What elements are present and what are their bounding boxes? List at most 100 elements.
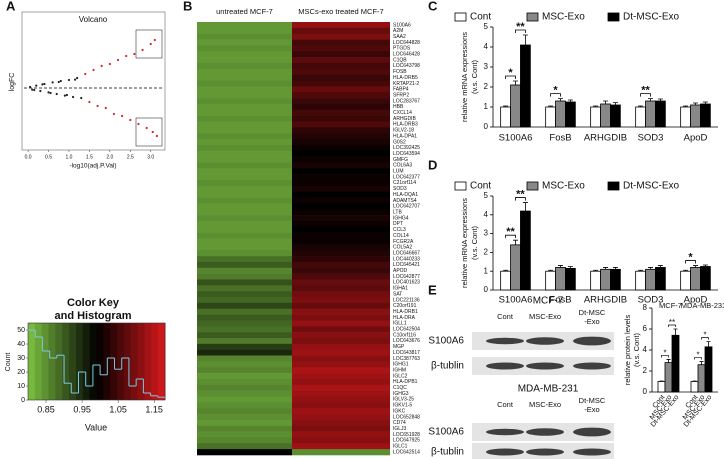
bar <box>704 346 713 393</box>
gene-label: LOC642707 <box>393 204 420 210</box>
x-tick-label: SOD3 <box>638 295 664 306</box>
heat-cell <box>197 191 292 198</box>
heat-cell <box>292 337 390 345</box>
error-bar <box>702 101 708 104</box>
blot-row-label: S100A6 <box>428 427 464 438</box>
bar <box>664 362 673 393</box>
heat-cell <box>197 156 292 163</box>
gene-label: HLA-DQA1 <box>393 192 418 198</box>
bar <box>697 364 706 393</box>
highlight-box <box>135 117 163 147</box>
gene-label: A2M <box>393 28 403 34</box>
error-bar <box>612 267 618 270</box>
lane-label: MSC-Exo <box>529 312 561 321</box>
heat-cell <box>292 261 390 269</box>
significance-bracket <box>661 355 669 358</box>
legend-swatch <box>607 12 620 22</box>
heat-cell <box>197 51 292 58</box>
error-bar <box>548 269 554 272</box>
heat-cell <box>197 326 292 333</box>
bar <box>545 270 556 291</box>
heat-cell <box>197 337 292 345</box>
point <box>47 91 50 94</box>
group-label: MDA-MB-231 <box>681 301 724 310</box>
heat-cell <box>197 425 292 432</box>
gene-label: IGHG4 <box>393 215 409 221</box>
gene-label: HLA-DRA <box>393 315 416 321</box>
heat-cell <box>292 355 390 362</box>
gene-label: IGHG3 <box>393 391 409 397</box>
y-tick-label: 2 <box>484 82 489 91</box>
heat-cell <box>197 355 292 362</box>
heat-cell <box>292 361 390 368</box>
heat-cell <box>197 273 292 280</box>
bar <box>590 270 601 291</box>
error-bar <box>657 98 663 101</box>
legend-label: Dt-MSC-Exo <box>623 12 680 23</box>
gene-label: LOC392425 <box>393 145 420 151</box>
y-tick-label: 4 <box>484 210 489 219</box>
heat-cell <box>197 33 292 40</box>
significance-bracket <box>550 93 561 97</box>
x-tick-label: 1.15 <box>145 404 163 414</box>
gene-label: MGP <box>393 344 405 350</box>
y-axis-label: relative mRNA expressions <box>460 198 469 288</box>
x-tick-label: 2.0 <box>106 154 113 160</box>
error-bar <box>603 100 608 104</box>
blot-row-label: S100A6 <box>428 336 464 347</box>
point <box>57 80 60 84</box>
gene-label: LOC387763 <box>393 356 420 362</box>
heat-cell <box>292 297 390 304</box>
heat-cell <box>197 390 292 397</box>
heat-cell <box>292 197 390 204</box>
heat-cell <box>292 45 390 52</box>
bar <box>657 381 666 393</box>
blot-row-label: β-tublin <box>431 447 464 458</box>
gene-label: HLA-DPB1 <box>393 379 418 385</box>
blot-band <box>573 362 611 370</box>
error-bar <box>522 202 528 212</box>
gene-label: LOC644828 <box>393 40 420 46</box>
error-bar <box>603 267 608 270</box>
heat-cell <box>292 209 390 216</box>
panel-label: D <box>428 157 437 172</box>
error-bar <box>558 98 563 101</box>
error-bar <box>693 265 698 268</box>
gene-label: IGLV2-18 <box>393 128 414 134</box>
bar <box>610 268 621 291</box>
heat-cell <box>292 408 390 415</box>
gene-label: CXCL14 <box>393 110 412 116</box>
gene-label: FABP4 <box>393 87 409 93</box>
error-bar <box>503 105 509 107</box>
bar <box>510 244 521 291</box>
y-tick-label: 3 <box>484 229 489 238</box>
error-bar <box>612 102 618 105</box>
heat-cell <box>197 45 292 52</box>
bar <box>655 267 666 291</box>
heat-cell <box>292 57 390 64</box>
heat-cell <box>292 449 390 456</box>
heat-cell <box>292 367 390 374</box>
gene-label: HLA-DRB3 <box>393 122 418 128</box>
y-tick-label: 5 <box>484 191 489 200</box>
heat-cell <box>197 285 292 292</box>
heat-cell <box>292 232 390 239</box>
gene-label: FOSB <box>393 69 407 75</box>
heat-cell <box>197 431 292 438</box>
y-tick-label: 40 <box>17 341 25 348</box>
lane-label: Dt-MSC <box>579 308 606 317</box>
significance-bracket <box>685 260 696 264</box>
error-bar <box>513 80 518 85</box>
heat-cell <box>292 150 390 157</box>
significance-label: ** <box>506 226 515 238</box>
bar <box>500 106 511 128</box>
heat-cell <box>197 179 292 187</box>
bar <box>610 104 621 128</box>
x-tick-label: 0.0 <box>25 154 32 160</box>
bar <box>690 267 701 291</box>
significance-label: * <box>703 331 706 340</box>
heat-cell <box>292 343 390 350</box>
gene-label: HBB <box>393 104 404 110</box>
volcano-frame <box>21 11 166 151</box>
heat-cell <box>292 162 390 169</box>
